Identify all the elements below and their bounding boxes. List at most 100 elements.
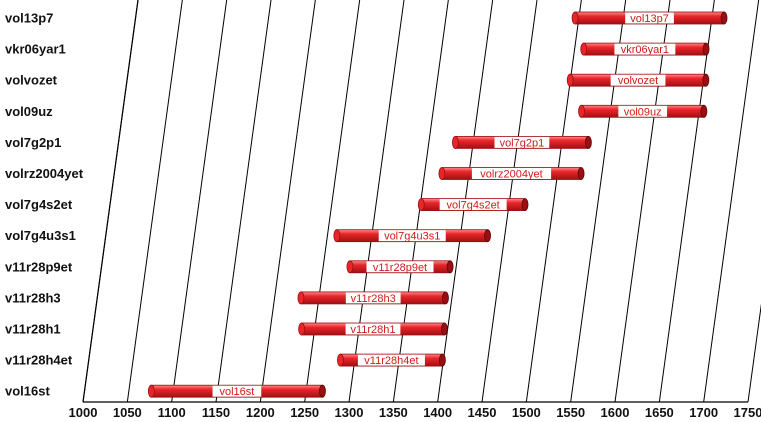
bar-label-bg-vkr06yar1 [614, 43, 676, 55]
bar-cap-right-vol16st [319, 384, 326, 398]
bar-label-bg-vol7g4s2et [439, 199, 507, 211]
category-label-vol16st: vol16st [5, 384, 50, 399]
bar-cap-left-volrz2004yet [438, 167, 446, 180]
bar-vol09uz: vol09uz [578, 104, 708, 118]
x-tick-label-1600: 1600 [601, 405, 630, 420]
x-tick-label-1050: 1050 [113, 405, 142, 420]
gridline-1250 [304, 0, 361, 403]
bar-label-vol09uz: vol09uz [624, 106, 662, 118]
category-label-volvozet: volvozet [5, 73, 58, 88]
gridline-1050 [126, 0, 183, 403]
bar-cap-left-vol16st [147, 384, 155, 398]
category-label-vkr06yar1: vkr06yar1 [5, 42, 66, 57]
x-tick-label-1650: 1650 [645, 405, 674, 420]
bar-label-vol7g4u3s1: vol7g4u3s1 [384, 231, 440, 243]
bar-cap-left-v11r28h3 [297, 291, 305, 305]
bar-cap-right-v11r28h4et [438, 353, 446, 367]
bar-label-bg-v11r28h1 [345, 323, 401, 335]
bar-cap-left-volvozet [566, 73, 574, 87]
bar-v11r28p9et: v11r28p9et [346, 260, 454, 274]
bar-cap-right-v11r28h1 [440, 322, 448, 336]
bar-label-v11r28h1: v11r28h1 [350, 324, 395, 336]
bar-cap-right-v11r28p9et [446, 260, 454, 274]
bar-label-bg-volrz2004yet [471, 168, 552, 179]
x-tick-label-1000: 1000 [69, 405, 98, 420]
gridline-1150 [215, 0, 272, 403]
bar-cap-left-v11r28h1 [298, 322, 306, 336]
bar-cap-right-volrz2004yet [577, 167, 585, 180]
category-label-v11r28p9et: v11r28p9et [5, 259, 73, 274]
category-label-v11r28h1: v11r28h1 [5, 322, 61, 337]
bar-v11r28h1: v11r28h1 [298, 322, 448, 336]
bar-cap-right-vol13p7 [720, 11, 728, 25]
x-tick-label-1150: 1150 [202, 405, 230, 420]
bar-label-volvozet: volvozet [618, 75, 658, 87]
bar-vkr06yar1: vkr06yar1 [580, 42, 710, 56]
bar-label-bg-vol7g2p1 [494, 136, 550, 148]
bar-cap-left-vol7g4s2et [417, 198, 425, 212]
bar-label-vol7g2p1: vol7g2p1 [500, 137, 545, 149]
bar-vol16st: vol16st [147, 384, 326, 398]
bar-cap-left-vkr06yar1 [580, 42, 588, 56]
bar-volvozet: volvozet [566, 73, 710, 87]
bar-cap-right-vkr06yar1 [702, 42, 710, 56]
x-tick-label-1700: 1700 [689, 405, 718, 420]
category-label-v11r28h4et: v11r28h4et [5, 353, 73, 368]
bar-cap-right-volvozet [702, 73, 710, 87]
bar-vol7g4u3s1: vol7g4u3s1 [333, 229, 491, 243]
x-tick-label-1400: 1400 [423, 405, 452, 420]
bars: vol13p7 vkr06yar1 volvozet vol09uz vol7g2p1 v… [147, 11, 728, 398]
x-axis-tick-labels: 1000 1050 1100 1150 1200 1250 1300 1350 1400 1450… [69, 405, 761, 420]
bar-label-v11r28h4et: v11r28h4et [364, 355, 418, 367]
bar-cap-right-vol7g4s2et [521, 198, 529, 212]
bar-cap-left-vol09uz [578, 104, 585, 118]
category-labels: vol13p7 vkr06yar1 volvozet vol09uz vol7g2p1 v… [5, 11, 84, 399]
x-tick-label-1350: 1350 [379, 405, 408, 420]
category-label-vol13p7: vol13p7 [5, 11, 53, 26]
bar-cap-right-v11r28h3 [442, 291, 449, 305]
bar-cap-right-vol7g4u3s1 [484, 229, 491, 243]
x-tick-label-1100: 1100 [158, 405, 186, 420]
category-label-volrz2004yet: volrz2004yet [5, 166, 84, 181]
bar-cap-left-vol7g2p1 [452, 135, 459, 149]
bar-label-vol13p7: vol13p7 [630, 13, 669, 25]
category-label-vol09uz: vol09uz [5, 104, 53, 119]
x-tick-label-1500: 1500 [512, 405, 541, 420]
x-tick-label-1300: 1300 [335, 405, 364, 420]
bar-label-vol7g4s2et: vol7g4s2et [447, 200, 500, 212]
bar-vol13p7: vol13p7 [571, 11, 728, 25]
bar-volrz2004yet: volrz2004yet [438, 167, 585, 181]
bar-label-bg-v11r28h3 [345, 292, 401, 304]
bar-cap-left-vol7g4u3s1 [333, 229, 341, 243]
bar-vol7g4s2et: vol7g4s2et [417, 198, 529, 212]
bar-label-v11r28p9et: v11r28p9et [373, 262, 427, 274]
gridline-1300 [348, 0, 405, 403]
bar-label-bg-volvozet [610, 74, 666, 86]
bar-label-volrz2004yet: volrz2004yet [480, 169, 542, 181]
bar-label-bg-v11r28h4et [357, 354, 425, 366]
bar-cap-left-vol13p7 [571, 11, 579, 25]
x-tick-label-1200: 1200 [246, 405, 275, 420]
bar-cap-right-vol7g2p1 [585, 135, 592, 149]
bar-label-bg-vol7g4u3s1 [378, 230, 446, 242]
bar-v11r28h4et: v11r28h4et [337, 353, 446, 367]
gridline-1550 [570, 0, 627, 403]
category-label-vol7g4u3s1: vol7g4u3s1 [5, 228, 76, 243]
bar-label-bg-vol16st [212, 385, 262, 397]
bar-label-bg-vol13p7 [625, 12, 674, 24]
gridline-1750 [747, 303, 761, 403]
gridline-1500 [525, 0, 582, 403]
y-axis-line [82, 0, 139, 403]
category-label-vol7g2p1: vol7g2p1 [5, 135, 61, 150]
category-label-vol7g4s2et: vol7g4s2et [5, 197, 73, 212]
gridline-1700 [703, 0, 760, 403]
x-tick-label-1550: 1550 [556, 405, 585, 420]
bar-cap-left-v11r28h4et [337, 353, 344, 367]
bar-label-vkr06yar1: vkr06yar1 [621, 44, 669, 56]
bar-label-v11r28h3: v11r28h3 [351, 293, 396, 305]
x-tick-label-1450: 1450 [468, 405, 497, 420]
gridline-1600 [614, 0, 671, 403]
gridline-1650 [658, 0, 715, 403]
